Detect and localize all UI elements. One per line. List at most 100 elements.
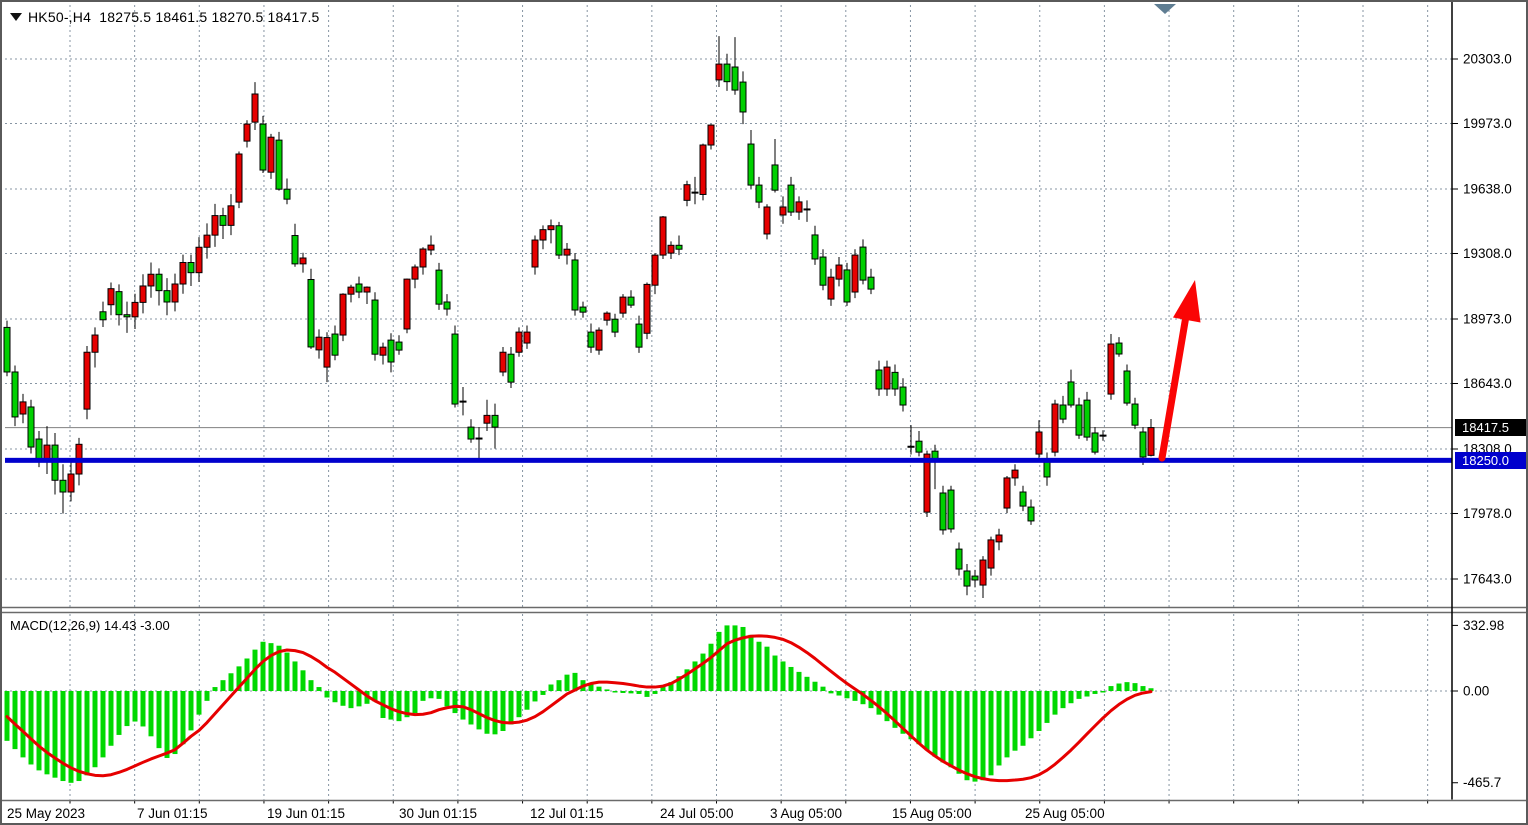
horizontal-line-18250[interactable] bbox=[5, 457, 1452, 463]
macd-bar bbox=[236, 666, 242, 691]
candle-body bbox=[235, 153, 243, 203]
candle-body bbox=[11, 371, 19, 418]
macd-bar bbox=[636, 691, 642, 694]
macd-bar bbox=[924, 691, 930, 751]
candle-body bbox=[531, 239, 539, 268]
candle-body bbox=[67, 473, 75, 493]
candle-body bbox=[1051, 403, 1059, 453]
macd-bar bbox=[764, 646, 770, 691]
macd-bar bbox=[748, 634, 754, 691]
candle-body bbox=[579, 306, 587, 313]
macd-bar bbox=[756, 641, 762, 691]
candle-body bbox=[347, 286, 355, 295]
candle-body bbox=[611, 318, 619, 333]
candle-body bbox=[651, 254, 659, 286]
scroll-position-marker-icon[interactable] bbox=[1154, 4, 1176, 14]
candle-body bbox=[411, 266, 419, 280]
macd-bar bbox=[820, 686, 826, 691]
candle-body bbox=[459, 400, 467, 403]
up-arrow-annotation[interactable] bbox=[1158, 280, 1201, 462]
time-tick-label: 30 Jun 01:15 bbox=[399, 806, 477, 821]
candle-body bbox=[1035, 431, 1043, 455]
macd-bar bbox=[1052, 691, 1058, 715]
candle-body bbox=[555, 225, 563, 256]
macd-bar bbox=[60, 691, 66, 782]
macd-bar bbox=[1132, 683, 1138, 691]
candle-body bbox=[1027, 506, 1035, 522]
candle-body bbox=[1123, 370, 1131, 404]
macd-bar bbox=[1028, 691, 1034, 739]
macd-bar bbox=[644, 691, 650, 697]
symbol-ohlc-label: HK50-,H4 18275.5 18461.5 18270.5 18417.5 bbox=[28, 9, 320, 25]
candles-layer bbox=[3, 36, 1155, 598]
macd-bar bbox=[164, 691, 170, 758]
macd-bar bbox=[876, 691, 882, 715]
collapse-triangle-icon[interactable] bbox=[10, 13, 22, 21]
macd-bar bbox=[340, 691, 346, 706]
macd-bar bbox=[452, 691, 458, 714]
macd-bar bbox=[348, 691, 354, 709]
candle-body bbox=[843, 269, 851, 303]
time-axis[interactable]: 25 May 2023 7 Jun 01:15 19 Jun 01:15 30 Jun… bbox=[7, 806, 1105, 821]
macd-indicator-label: MACD(12,26,9) 14.43 -3.00 bbox=[10, 618, 170, 633]
macd-bar bbox=[396, 691, 402, 722]
candle-body bbox=[595, 329, 603, 351]
macd-bar bbox=[436, 691, 442, 699]
macd-bar bbox=[572, 672, 578, 691]
price-tick-label: 17643.0 bbox=[1463, 572, 1512, 587]
macd-bar bbox=[604, 689, 610, 691]
macd-bar bbox=[132, 691, 138, 722]
macd-bar bbox=[276, 645, 282, 691]
candle-body bbox=[1091, 432, 1099, 453]
candle-body bbox=[491, 414, 499, 428]
candle-body bbox=[1115, 342, 1123, 355]
candle-body bbox=[115, 291, 123, 316]
macd-bar bbox=[244, 658, 250, 691]
candle-body bbox=[267, 136, 275, 173]
candle-body bbox=[675, 244, 683, 250]
macd-bar bbox=[212, 687, 218, 691]
macd-bar bbox=[676, 676, 682, 691]
macd-bar bbox=[732, 625, 738, 691]
macd-bar bbox=[28, 691, 34, 765]
macd-bar bbox=[444, 691, 450, 707]
candle-body bbox=[915, 440, 923, 453]
candle-body bbox=[107, 288, 115, 306]
candle-body bbox=[875, 369, 883, 390]
macd-bar bbox=[708, 643, 714, 691]
candle-body bbox=[275, 139, 283, 190]
time-tick-label: 25 May 2023 bbox=[7, 806, 85, 821]
candle-body bbox=[603, 312, 611, 321]
candle-body bbox=[747, 143, 755, 186]
macd-bar bbox=[996, 691, 1002, 766]
macd-bar bbox=[980, 691, 986, 781]
macd-bar bbox=[988, 691, 994, 776]
macd-bar bbox=[332, 691, 338, 703]
candle-body bbox=[587, 331, 595, 348]
macd-bar bbox=[692, 661, 698, 691]
candle-body bbox=[835, 264, 843, 280]
candle-body bbox=[243, 123, 251, 142]
macd-bar bbox=[836, 691, 842, 696]
candle-body bbox=[1139, 431, 1147, 458]
candle-body bbox=[1059, 404, 1067, 420]
candle-body bbox=[947, 489, 955, 530]
macd-bar bbox=[1068, 691, 1074, 704]
candle-body bbox=[187, 262, 195, 274]
candle-body bbox=[779, 206, 787, 216]
candle-body bbox=[171, 283, 179, 303]
macd-bar bbox=[100, 691, 106, 758]
macd-bar bbox=[44, 691, 50, 775]
candle-body bbox=[251, 93, 259, 123]
candle-body bbox=[827, 276, 835, 300]
candle-body bbox=[883, 366, 891, 390]
macd-bar bbox=[740, 626, 746, 691]
candle-body bbox=[907, 445, 915, 448]
macd-bar bbox=[372, 691, 378, 702]
candle-body bbox=[507, 353, 515, 383]
candle-body bbox=[635, 323, 643, 348]
macd-bar bbox=[324, 691, 330, 698]
macd-bar bbox=[1044, 691, 1050, 723]
macd-bar bbox=[260, 641, 266, 691]
